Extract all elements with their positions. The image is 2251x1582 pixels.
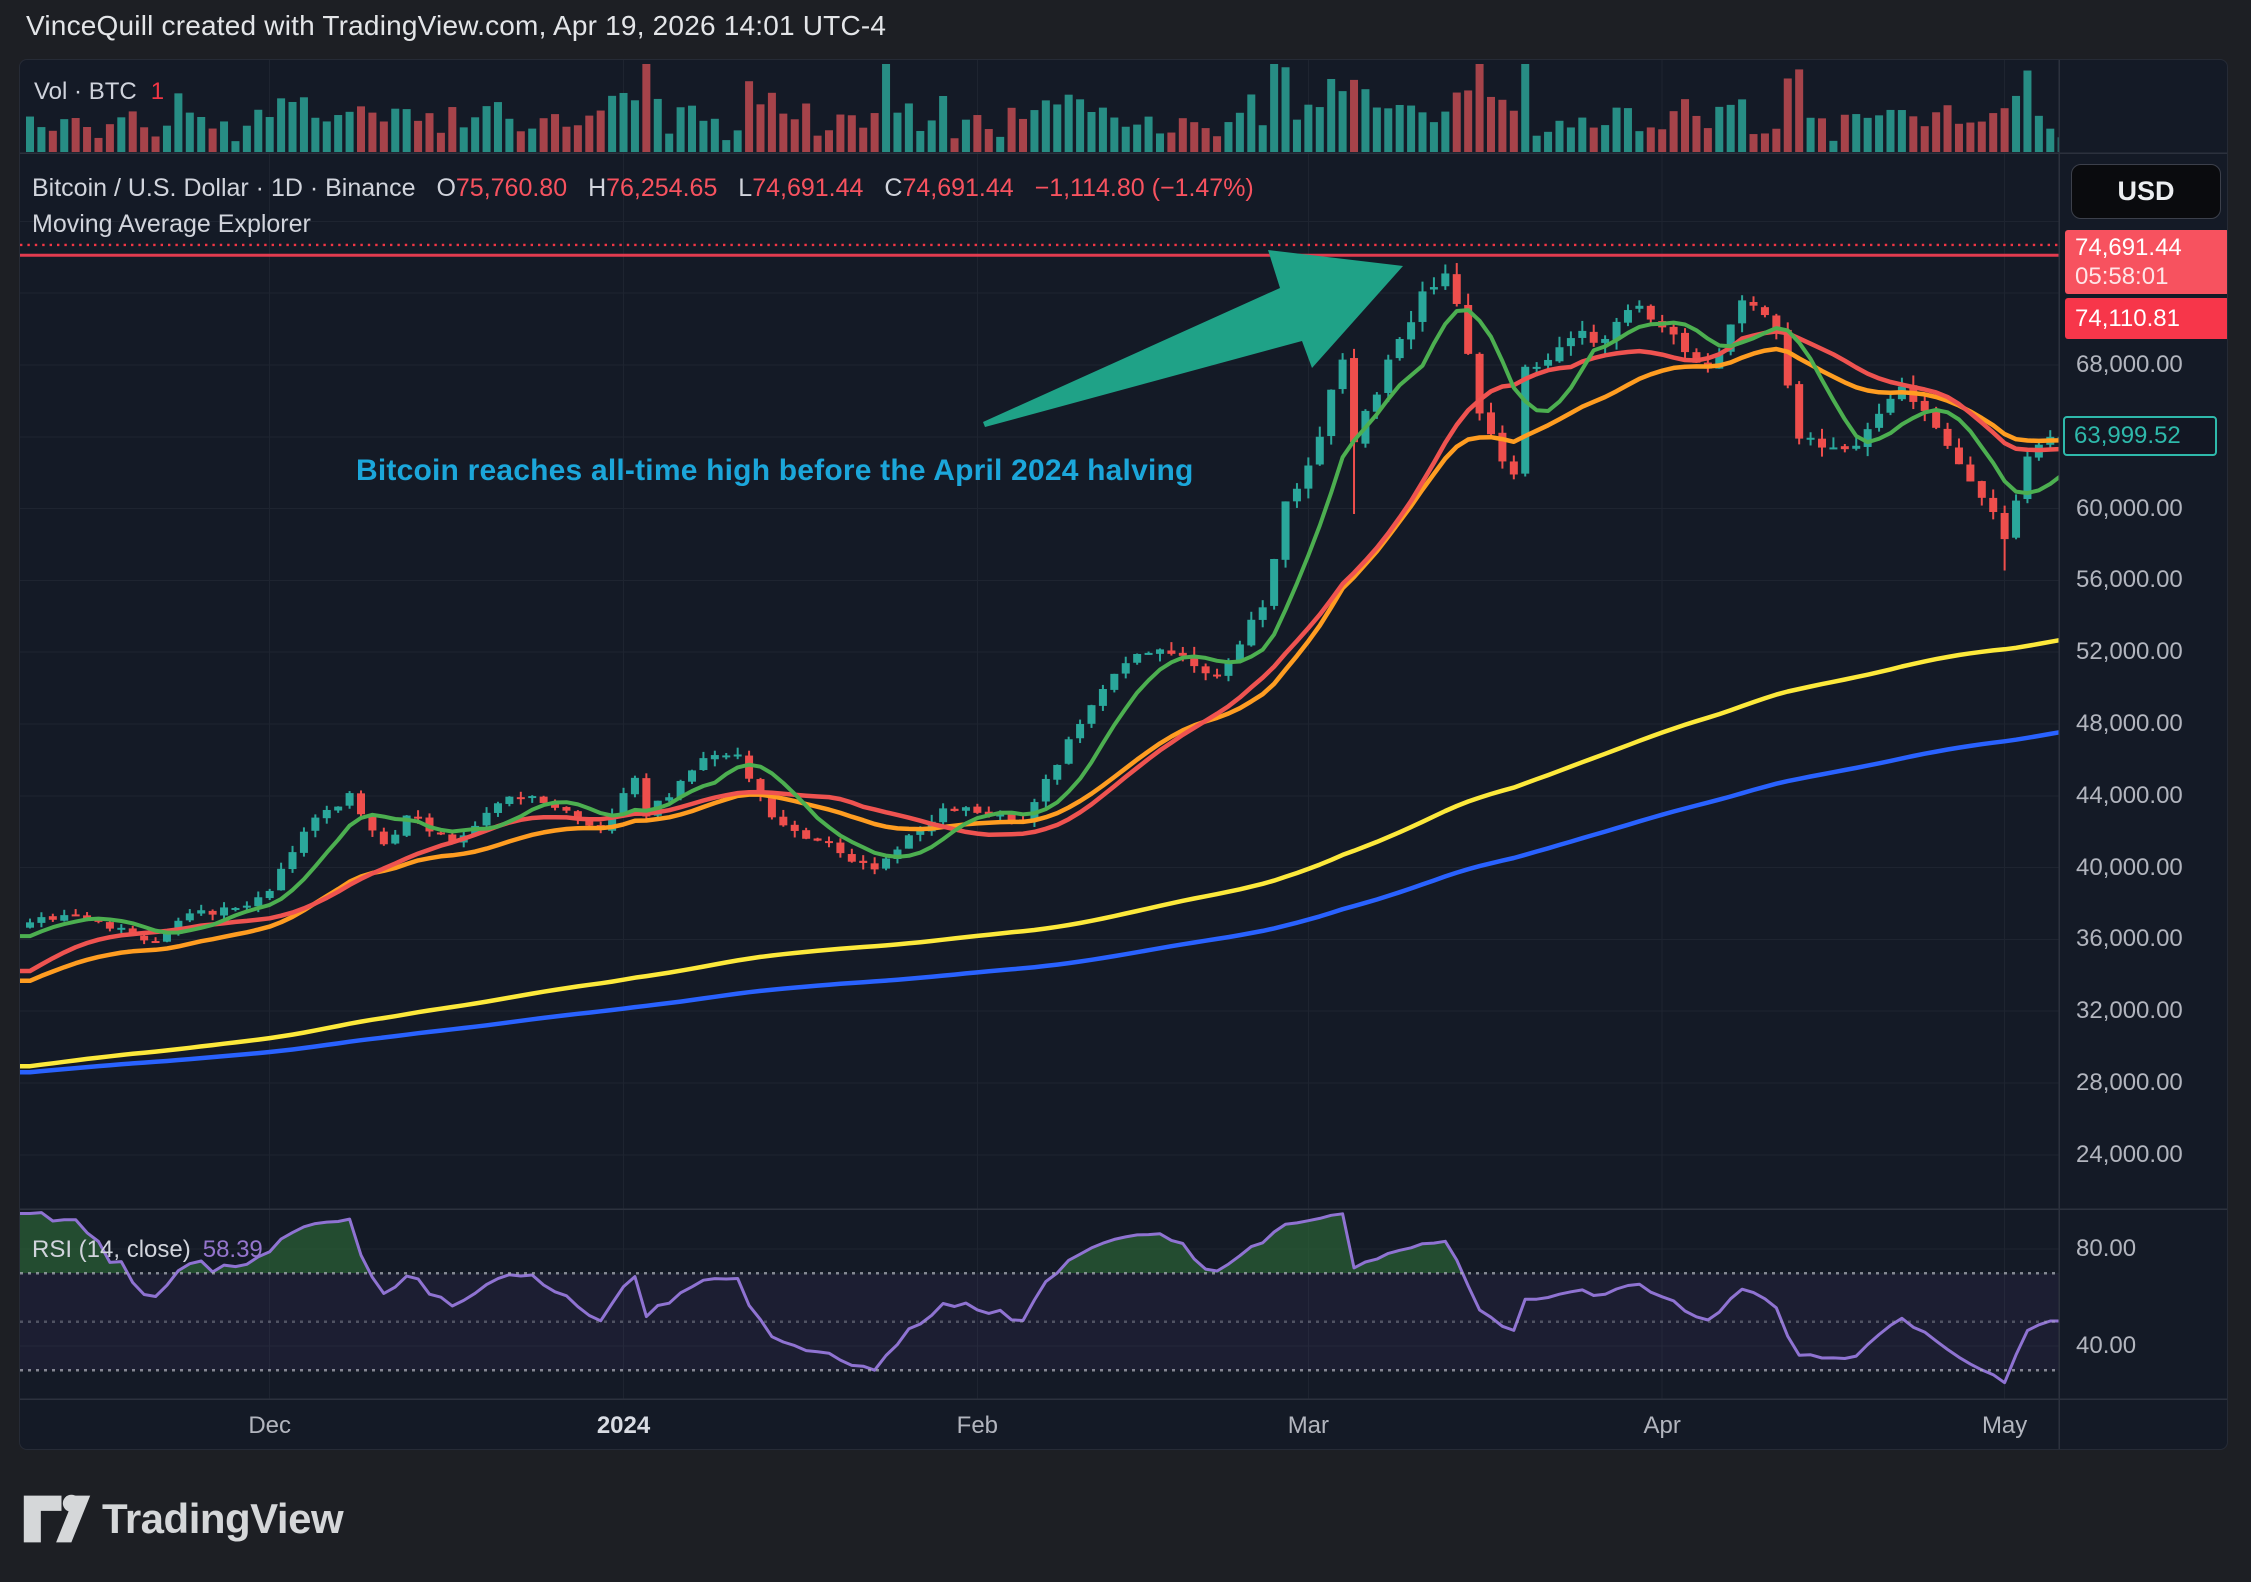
moving-averages <box>20 308 2059 1075</box>
ma-line-ema300 <box>20 730 2059 1075</box>
ma-line-ema200 <box>20 637 2059 1069</box>
chart-frame[interactable]: Vol · BTC 1 Bitcoin / U.S. Dollar · 1D · … <box>19 59 2228 1450</box>
title-bar: VinceQuill created with TradingView.com,… <box>26 10 887 41</box>
tradingview-brand-text: TradingView <box>102 1495 344 1542</box>
ma-line-sma20 <box>20 329 2059 974</box>
chart-canvas[interactable] <box>20 60 2228 1450</box>
rsi-overbought-fill <box>20 1212 1463 1274</box>
ma-line-ema25 <box>20 346 2059 984</box>
arrow-drawing[interactable] <box>983 250 1403 427</box>
volume-bars <box>26 64 2059 152</box>
ma-line-sma7 <box>20 308 2059 939</box>
gridlines <box>20 60 2059 1399</box>
tradingview-logo-icon <box>23 1494 91 1543</box>
rsi-line <box>20 1211 2059 1385</box>
footer-brand: TradingView <box>22 1492 344 1546</box>
